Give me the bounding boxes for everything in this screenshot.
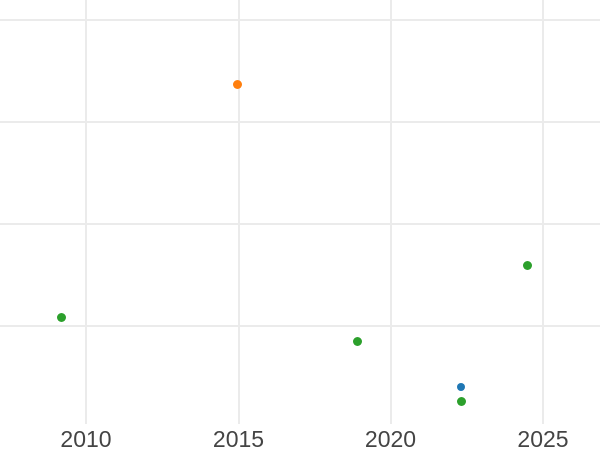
x-tick-label: 2025 (517, 426, 569, 450)
horizontal-gridline (0, 121, 600, 123)
horizontal-gridline (0, 19, 600, 21)
x-tick-label: 2015 (212, 426, 265, 450)
vertical-gridline (389, 0, 392, 424)
x-tick-label: 2020 (364, 426, 417, 450)
data-point-series-green (56, 312, 66, 322)
data-point-series-blue (457, 383, 465, 391)
vertical-gridline (542, 0, 544, 424)
horizontal-gridline (0, 325, 600, 327)
vertical-gridline (85, 0, 87, 424)
vertical-gridline (237, 0, 240, 424)
x-tick-label: 2010 (60, 426, 112, 450)
data-point-series-green (352, 336, 362, 346)
horizontal-gridline (0, 223, 600, 225)
data-point-series-green (456, 396, 466, 406)
data-point-series-green (522, 260, 532, 270)
data-point-series-orange (232, 79, 242, 89)
